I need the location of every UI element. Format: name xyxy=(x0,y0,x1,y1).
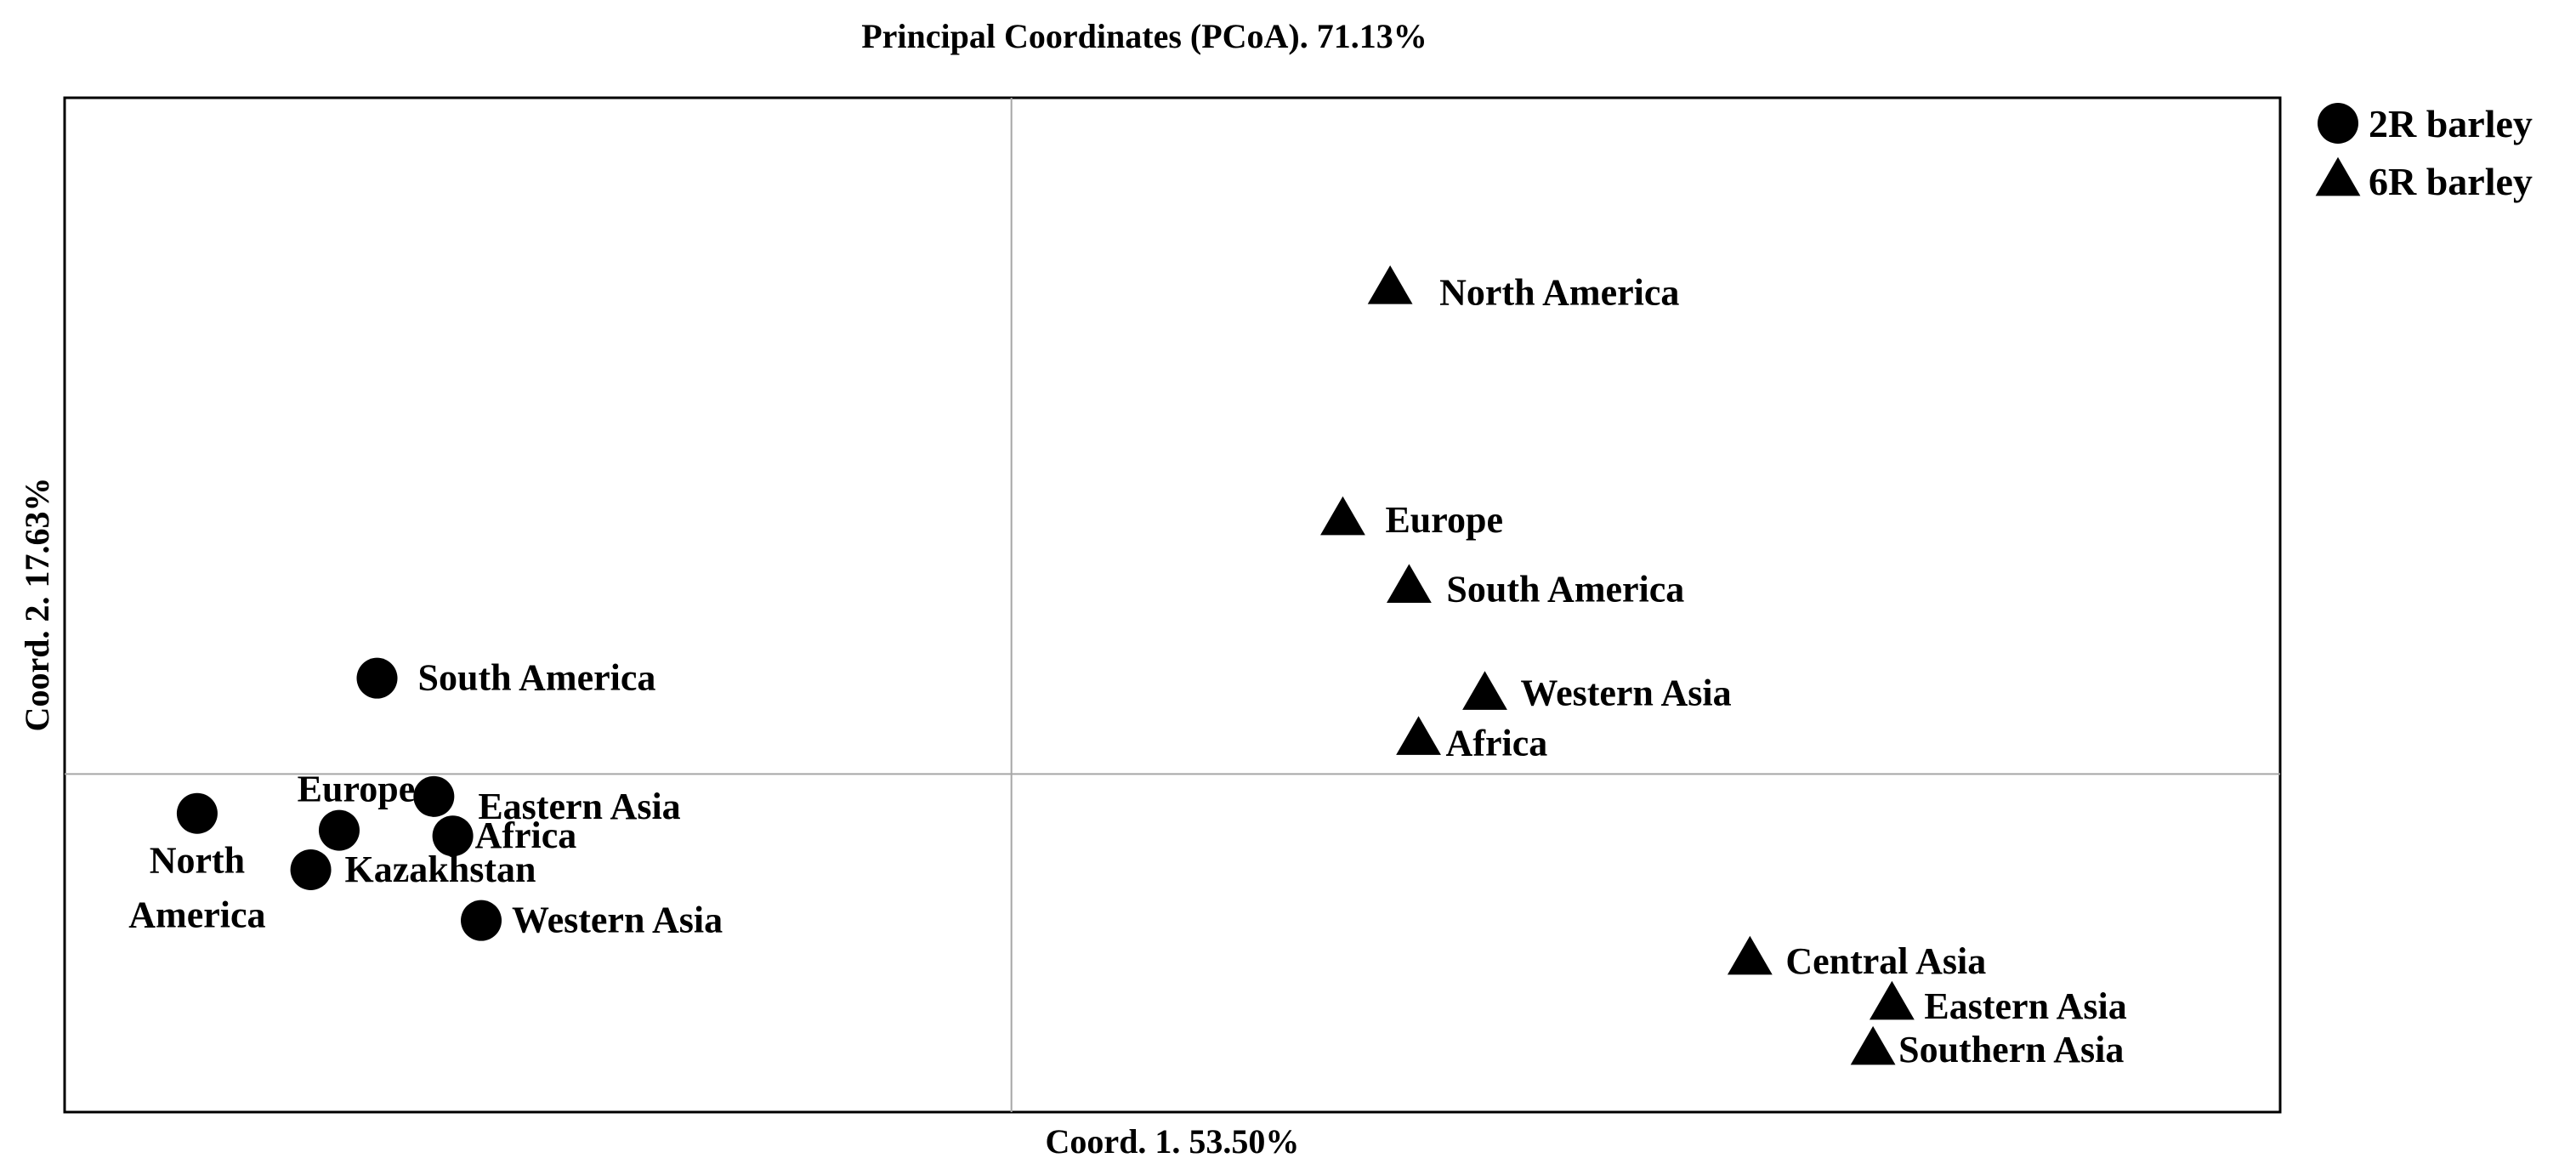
point-label-2r-barley-western-asia: Western Asia xyxy=(512,900,723,941)
point-label-2r-barley-eastern-asia: Eastern Asia xyxy=(478,786,680,827)
point-2r-barley-europe xyxy=(318,809,360,851)
point-label-6r-barley-europe: Europe xyxy=(1385,499,1503,541)
point-label-2r-barley-north-america: North America xyxy=(128,840,265,936)
point-2r-barley-africa xyxy=(432,815,474,857)
point-label-6r-barley-central-asia: Central Asia xyxy=(1785,940,1986,982)
point-2r-barley-kazakhstan xyxy=(290,849,332,891)
point-label-2r-barley-kazakhstan: Kazakhstan xyxy=(345,849,536,890)
legend-marker-2r-barley xyxy=(2318,103,2358,144)
point-6r-barley-africa xyxy=(1396,716,1441,755)
legend: 2R barley 6R barley xyxy=(2315,102,2533,203)
plot-frame xyxy=(63,96,2282,1114)
series-6r-barley: North America Europe South America Western … xyxy=(1320,265,2127,1070)
point-2r-barley-eastern-asia xyxy=(413,775,455,817)
data-marks: South America Eastern Asia North America Eur… xyxy=(128,265,2127,1070)
legend-item-2r-barley: 2R barley xyxy=(2318,102,2533,145)
chart-title: Principal Coordinates (PCoA). 71.13% xyxy=(861,17,1427,55)
point-label-6r-barley-south-america: South America xyxy=(1446,569,1684,610)
point-label-6r-barley-southern-asia: Southern Asia xyxy=(1898,1029,2124,1070)
point-6r-barley-central-asia xyxy=(1727,935,1773,975)
point-label-2r-barley-south-america: South America xyxy=(418,657,656,699)
point-6r-barley-eastern-asia xyxy=(1869,980,1915,1020)
y-axis-label: Coord. 2. 17.63% xyxy=(18,478,56,732)
legend-label-2r-barley: 2R barley xyxy=(2369,102,2533,145)
point-6r-barley-southern-asia xyxy=(1850,1025,1896,1065)
series-2r-barley: South America Eastern Asia North America Eur… xyxy=(128,657,723,941)
legend-label-6r-barley: 6R barley xyxy=(2369,160,2533,203)
point-label-2r-barley-europe: Europe xyxy=(298,769,416,810)
point-label-6r-barley-western-asia: Western Asia xyxy=(1521,673,1732,714)
point-6r-barley-western-asia xyxy=(1462,671,1507,710)
point-6r-barley-north-america xyxy=(1367,265,1413,304)
x-axis-label: Coord. 1. 53.50% xyxy=(1046,1122,1300,1161)
point-label-2r-barley-africa: Africa xyxy=(475,815,577,856)
legend-item-6r-barley: 6R barley xyxy=(2315,156,2533,203)
point-2r-barley-north-america xyxy=(176,792,218,834)
point-2r-barley-western-asia xyxy=(461,900,502,941)
legend-marker-6r-barley xyxy=(2315,156,2361,196)
point-2r-barley-south-america xyxy=(356,657,398,699)
point-6r-barley-europe xyxy=(1320,496,1365,536)
point-6r-barley-south-america xyxy=(1387,564,1432,603)
point-label-6r-barley-africa: Africa xyxy=(1446,723,1548,764)
point-label-6r-barley-north-america: North America xyxy=(1439,271,1679,313)
point-label-6r-barley-eastern-asia: Eastern Asia xyxy=(1924,985,2126,1027)
